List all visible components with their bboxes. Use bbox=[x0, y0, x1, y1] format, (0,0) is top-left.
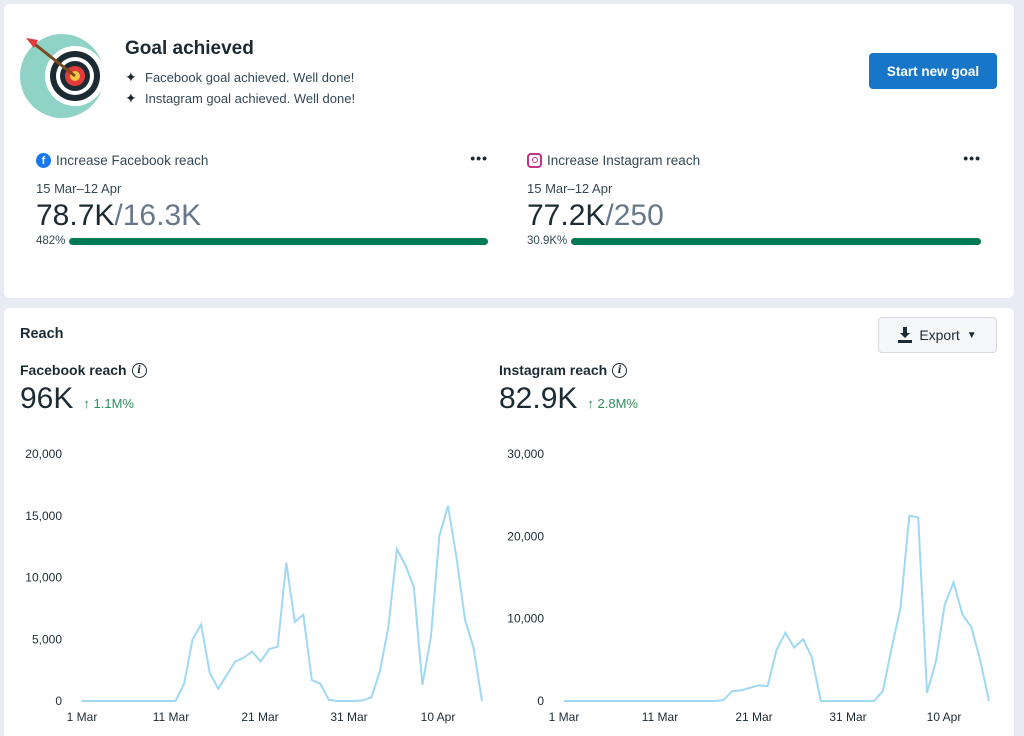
facebook-reach-label: Facebook reach bbox=[20, 362, 127, 378]
goal-message-text: Facebook goal achieved. Well done! bbox=[145, 70, 355, 85]
download-icon bbox=[898, 327, 913, 343]
info-icon[interactable]: i bbox=[612, 362, 628, 378]
y-tick-label: 15,000 bbox=[25, 509, 62, 523]
goal-current-value: 78.7K bbox=[36, 199, 115, 232]
export-button[interactable]: Export ▼ bbox=[878, 317, 997, 353]
x-tick-label: 11 Mar bbox=[153, 710, 189, 724]
instagram-goal-label: Increase Instagram reach bbox=[547, 152, 701, 168]
export-label: Export bbox=[919, 327, 960, 343]
instagram-goal-date: 15 Mar–12 Apr bbox=[527, 181, 613, 196]
goal-title: Goal achieved bbox=[125, 38, 254, 59]
x-tick-label: 1 Mar bbox=[67, 710, 98, 724]
instagram-reach-metric: Instagram reach i 82.9K ↑ 2.8M% bbox=[499, 362, 638, 416]
x-tick-label: 21 Mar bbox=[735, 710, 772, 724]
instagram-goal-percent: 30.9K% bbox=[527, 235, 568, 247]
more-options-icon[interactable]: ••• bbox=[963, 150, 981, 166]
reach-series-line bbox=[82, 505, 483, 702]
y-tick-label: 10,000 bbox=[507, 612, 544, 626]
x-tick-label: 31 Mar bbox=[330, 710, 367, 724]
instagram-icon bbox=[527, 152, 542, 168]
goal-target-value: /250 bbox=[605, 199, 664, 232]
y-tick-label: 5,000 bbox=[32, 632, 62, 646]
reach-card: Reach Export ▼ Facebook reach i 96K ↑ 1.… bbox=[4, 308, 1014, 736]
instagram-reach-value: 82.9K bbox=[499, 382, 578, 415]
sparkle-icon: ✦ bbox=[125, 90, 137, 106]
goal-current-value: 77.2K bbox=[527, 199, 606, 232]
sparkle-icon: ✦ bbox=[125, 69, 137, 85]
facebook-goal-date: 15 Mar–12 Apr bbox=[36, 181, 122, 196]
instagram-reach-chart: 0 10,000 20,000 30,000 1 Mar 11 Mar 21 Mar 31 M… bbox=[507, 447, 990, 724]
start-new-goal-button[interactable]: Start new goal bbox=[869, 53, 997, 89]
facebook-reach-chart: 0 5,000 10,000 15,000 20,000 1 Mar 11 Mar 21 Ma… bbox=[25, 447, 483, 724]
goal-card: Goal achieved ✦ Facebook goal achieved. … bbox=[4, 4, 1014, 298]
x-tick-label: 1 Mar bbox=[549, 710, 580, 724]
facebook-icon: f bbox=[36, 152, 51, 168]
goal-message-instagram: ✦ Instagram goal achieved. Well done! bbox=[125, 90, 355, 107]
x-tick-label: 10 Apr bbox=[927, 710, 962, 724]
x-tick-label: 21 Mar bbox=[241, 710, 278, 724]
instagram-goal: Increase Instagram reach ••• 15 Mar–12 A… bbox=[527, 150, 981, 260]
y-tick-label: 20,000 bbox=[507, 529, 544, 543]
facebook-reach-change: ↑ 1.1M% bbox=[83, 396, 134, 411]
goal-message-text: Instagram goal achieved. Well done! bbox=[145, 91, 356, 106]
instagram-goal-progress-bar bbox=[571, 237, 981, 245]
facebook-goal-percent: 482% bbox=[36, 235, 66, 247]
y-tick-label: 0 bbox=[55, 694, 62, 708]
reach-series-line bbox=[564, 514, 990, 702]
facebook-reach-value: 96K bbox=[20, 382, 74, 415]
goal-message-facebook: ✦ Facebook goal achieved. Well done! bbox=[125, 69, 354, 86]
y-tick-label: 30,000 bbox=[507, 447, 544, 461]
facebook-goal-value: 78.7K/16.3K bbox=[36, 199, 488, 233]
instagram-reach-label: Instagram reach bbox=[499, 362, 608, 378]
reach-title: Reach bbox=[20, 326, 64, 342]
goal-target-value: /16.3K bbox=[114, 199, 202, 232]
target-illustration bbox=[20, 34, 105, 118]
x-tick-label: 31 Mar bbox=[829, 710, 866, 724]
y-tick-label: 10,000 bbox=[25, 571, 62, 585]
x-tick-label: 11 Mar bbox=[642, 710, 678, 724]
instagram-goal-value: 77.2K/250 bbox=[527, 199, 981, 233]
facebook-goal-progress-bar bbox=[69, 237, 488, 245]
info-icon[interactable]: i bbox=[131, 362, 147, 378]
x-tick-label: 10 Apr bbox=[421, 710, 456, 724]
facebook-goal: f Increase Facebook reach ••• 15 Mar–12 … bbox=[36, 150, 488, 260]
facebook-goal-label: Increase Facebook reach bbox=[56, 152, 209, 168]
instagram-reach-change: ↑ 2.8M% bbox=[587, 396, 638, 411]
y-tick-label: 0 bbox=[537, 694, 544, 708]
caret-down-icon: ▼ bbox=[966, 329, 977, 341]
facebook-reach-metric: Facebook reach i 96K ↑ 1.1M% bbox=[20, 362, 147, 416]
y-tick-label: 20,000 bbox=[25, 447, 62, 461]
more-options-icon[interactable]: ••• bbox=[470, 150, 488, 166]
